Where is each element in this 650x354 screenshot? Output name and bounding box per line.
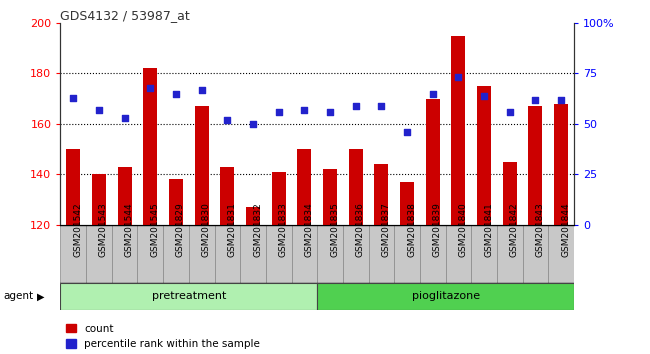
Bar xyxy=(112,225,138,283)
Text: agent: agent xyxy=(3,291,33,302)
Text: GSM201830: GSM201830 xyxy=(202,202,211,257)
Bar xyxy=(189,225,214,283)
Point xyxy=(325,109,335,115)
Text: GSM201842: GSM201842 xyxy=(510,202,519,257)
Bar xyxy=(246,207,260,225)
Bar xyxy=(169,179,183,225)
Bar xyxy=(374,164,389,225)
Bar xyxy=(220,167,235,225)
Text: GSM201543: GSM201543 xyxy=(99,202,108,257)
Bar xyxy=(348,149,363,225)
Text: GSM201542: GSM201542 xyxy=(73,202,83,257)
Text: GSM201839: GSM201839 xyxy=(433,202,442,257)
Text: GSM201835: GSM201835 xyxy=(330,202,339,257)
Bar xyxy=(471,225,497,283)
Bar xyxy=(523,225,548,283)
Point xyxy=(196,87,207,92)
Text: GSM201837: GSM201837 xyxy=(382,202,391,257)
Bar xyxy=(554,104,568,225)
Bar xyxy=(477,86,491,225)
Point xyxy=(68,95,79,101)
Bar xyxy=(297,149,311,225)
Bar xyxy=(266,225,292,283)
Text: ▶: ▶ xyxy=(37,291,45,302)
Bar xyxy=(292,225,317,283)
Bar xyxy=(426,99,440,225)
Bar xyxy=(60,283,317,310)
Bar xyxy=(343,225,369,283)
Point xyxy=(428,91,438,96)
Bar xyxy=(118,167,132,225)
Point xyxy=(248,121,258,127)
Bar xyxy=(497,225,523,283)
Bar xyxy=(420,225,446,283)
Bar xyxy=(92,175,106,225)
Bar xyxy=(214,225,240,283)
Point xyxy=(453,75,463,80)
Text: GSM201834: GSM201834 xyxy=(304,202,313,257)
Text: GSM201545: GSM201545 xyxy=(150,202,159,257)
Text: GSM201833: GSM201833 xyxy=(279,202,288,257)
Text: GSM201841: GSM201841 xyxy=(484,202,493,257)
Bar xyxy=(369,225,394,283)
Text: GSM201544: GSM201544 xyxy=(125,202,134,257)
Bar xyxy=(317,283,574,310)
Point xyxy=(222,117,233,123)
Text: GSM201831: GSM201831 xyxy=(227,202,237,257)
Bar xyxy=(502,162,517,225)
Bar xyxy=(323,169,337,225)
Bar xyxy=(66,149,81,225)
Bar xyxy=(272,172,286,225)
Text: GSM201829: GSM201829 xyxy=(176,202,185,257)
Point xyxy=(530,97,541,103)
Point xyxy=(299,107,309,113)
Bar xyxy=(400,182,414,225)
Text: GSM201844: GSM201844 xyxy=(561,202,570,257)
Text: GSM201843: GSM201843 xyxy=(536,202,545,257)
Point xyxy=(479,93,489,98)
Bar xyxy=(451,36,465,225)
Bar xyxy=(143,68,157,225)
Point xyxy=(556,97,566,103)
Bar xyxy=(528,106,543,225)
Bar xyxy=(163,225,189,283)
Bar xyxy=(138,225,163,283)
Text: GSM201840: GSM201840 xyxy=(458,202,467,257)
Point xyxy=(120,115,130,121)
Text: GSM201836: GSM201836 xyxy=(356,202,365,257)
Bar xyxy=(194,106,209,225)
Bar xyxy=(317,225,343,283)
Text: pretreatment: pretreatment xyxy=(151,291,226,302)
Bar xyxy=(548,225,574,283)
Point xyxy=(171,91,181,96)
Bar xyxy=(446,225,471,283)
Point xyxy=(274,109,284,115)
Legend: count, percentile rank within the sample: count, percentile rank within the sample xyxy=(66,324,260,349)
Bar xyxy=(240,225,266,283)
Bar xyxy=(394,225,420,283)
Bar xyxy=(86,225,112,283)
Point xyxy=(94,107,104,113)
Text: GSM201838: GSM201838 xyxy=(407,202,416,257)
Bar xyxy=(60,225,86,283)
Text: GDS4132 / 53987_at: GDS4132 / 53987_at xyxy=(60,9,190,22)
Text: pioglitazone: pioglitazone xyxy=(411,291,480,302)
Point xyxy=(376,103,387,109)
Point xyxy=(350,103,361,109)
Point xyxy=(504,109,515,115)
Point xyxy=(402,129,412,135)
Text: GSM201832: GSM201832 xyxy=(253,202,262,257)
Point xyxy=(145,85,155,90)
